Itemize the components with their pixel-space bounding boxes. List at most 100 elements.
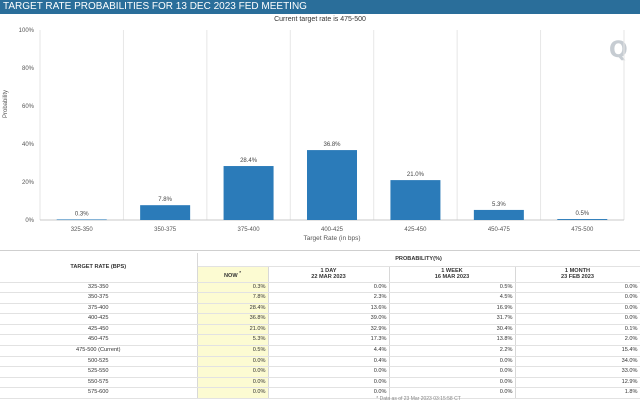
target-rate-cell: 525-550 — [0, 366, 198, 378]
column-date-1-week: 16 MAR 2023 — [434, 274, 470, 280]
data-label: 21.0% — [407, 172, 425, 178]
data-label: 7.8% — [158, 197, 172, 203]
column-label-1-week: 1 WEEK — [441, 268, 463, 274]
1-month-probability-cell: 2.0% — [515, 334, 640, 347]
chart-subtitle: Current target rate is 475-500 — [274, 16, 366, 23]
target-rate-cell: 450-475 — [0, 334, 198, 347]
data-label: 0.5% — [575, 211, 589, 217]
x-axis-label: Target Rate (in bps) — [303, 235, 360, 242]
1-day-probability-cell: 13.6% — [268, 303, 390, 315]
column-label-now: NOW — [223, 272, 238, 279]
1-week-probability-cell: 13.8% — [389, 334, 516, 347]
data-label: 36.8% — [323, 142, 341, 148]
column-header-1-month[interactable]: 1 MONTH 23 FEB 2023 — [515, 266, 640, 283]
column-header-now[interactable]: NOW * — [197, 266, 269, 283]
column-header-1-day[interactable]: 1 DAY 22 MAR 2023 — [268, 266, 390, 283]
column-label-1-day: 1 DAY — [320, 268, 337, 274]
column-header-1-week[interactable]: 1 WEEK 16 MAR 2023 — [389, 266, 516, 283]
table-row: 375-400 28.4% 13.6% 16.9% 0.0% — [0, 303, 640, 315]
1-day-probability-cell: 17.3% — [268, 334, 390, 347]
y-tick-label: 100% — [19, 28, 35, 34]
data-note-marker: * — [239, 269, 242, 275]
bar — [56, 219, 107, 221]
target-rate-cell: 475-500 (Current) — [0, 345, 198, 357]
section-divider — [0, 250, 640, 251]
1-month-probability-cell: 0.0% — [515, 303, 640, 315]
bar — [140, 205, 191, 220]
x-tick-label: 375-400 — [238, 227, 261, 233]
1-month-probability-cell: 0.1% — [515, 324, 640, 336]
1-month-probability-cell: 34.0% — [515, 356, 640, 368]
table-row: 325-350 0.3% 0.0% 0.5% 0.0% — [0, 282, 640, 294]
1-day-probability-cell: 32.9% — [268, 324, 390, 336]
bar — [473, 209, 524, 220]
x-tick-label: 450-475 — [488, 227, 511, 233]
chart-header: TARGET RATE PROBABILITIES FOR 13 DEC 202… — [0, 0, 640, 14]
1-day-probability-cell: 0.0% — [268, 282, 390, 294]
target-rate-cell: 325-350 — [0, 282, 198, 294]
x-tick-label: 325-350 — [71, 227, 94, 233]
now-probability-cell: 36.8% — [197, 313, 269, 325]
1-month-probability-cell: 0.0% — [515, 292, 640, 304]
data-label: 0.3% — [75, 211, 89, 217]
now-probability-cell: 0.3% — [197, 282, 269, 294]
x-tick-label: 425-450 — [404, 227, 427, 233]
target-rate-cell: 400-425 — [0, 313, 198, 325]
now-probability-cell: 21.0% — [197, 324, 269, 336]
1-day-probability-cell: 39.0% — [268, 313, 390, 325]
data-timestamp-note: * Data as of 23 Mar 2023 03:15:58 CT — [376, 396, 461, 402]
bar — [557, 219, 608, 220]
now-probability-cell: 0.5% — [197, 345, 269, 357]
target-rate-cell: 375-400 — [0, 303, 198, 315]
target-rate-cell: 500-525 — [0, 356, 198, 368]
1-week-probability-cell: 16.9% — [389, 303, 516, 315]
1-day-probability-cell: 2.3% — [268, 292, 390, 304]
target-rate-cell: 425-450 — [0, 324, 198, 336]
1-month-probability-cell: 15.4% — [515, 345, 640, 357]
target-rate-cell: 575-600 — [0, 387, 198, 400]
1-week-probability-cell: 0.0% — [389, 377, 516, 389]
table-row: 425-450 21.0% 32.9% 30.4% 0.1% — [0, 324, 640, 336]
table-row: 400-425 36.8% 39.0% 31.7% 0.0% — [0, 313, 640, 325]
probability-table-body: 325-350 0.3% 0.0% 0.5% 0.0% 350-375 7.8% 2.3% 4.… — [0, 282, 640, 400]
1-day-probability-cell: 0.0% — [268, 387, 390, 400]
1-day-probability-cell: 0.4% — [268, 356, 390, 368]
data-label: 28.4% — [240, 158, 258, 164]
x-tick-label: 400-425 — [321, 227, 344, 233]
bar — [223, 166, 274, 220]
1-week-probability-cell: 0.5% — [389, 282, 516, 294]
1-week-probability-cell: 0.0% — [389, 387, 516, 400]
bar-chart: 0% 20% 40% 60% 80% 100% 0.3% 325-350 7.8% 350-375… — [19, 28, 625, 242]
y-tick-label: 40% — [22, 142, 35, 148]
1-day-probability-cell: 4.4% — [268, 345, 390, 357]
table-row: 550-575 0.0% 0.0% 0.0% 12.9% — [0, 377, 640, 389]
1-day-probability-cell: 0.0% — [268, 366, 390, 378]
table-row: 525-550 0.0% 0.0% 0.0% 33.0% — [0, 366, 640, 378]
y-tick-label: 80% — [22, 66, 35, 72]
1-week-probability-cell: 0.0% — [389, 356, 516, 368]
1-day-probability-cell: 0.0% — [268, 377, 390, 389]
now-probability-cell: 7.8% — [197, 292, 269, 304]
1-week-probability-cell: 2.2% — [389, 345, 516, 357]
1-month-probability-cell: 0.0% — [515, 313, 640, 325]
probability-table: TARGET RATE (BPS) PROBABILITY(%) NOW * 1… — [0, 253, 640, 400]
table-row: 450-475 5.3% 17.3% 13.8% 2.0% — [0, 334, 640, 347]
table-row: 500-525 0.0% 0.4% 0.0% 34.0% — [0, 356, 640, 368]
1-month-probability-cell: 0.0% — [515, 282, 640, 294]
y-tick-label: 0% — [25, 218, 34, 224]
x-tick-label: 475-500 — [571, 227, 594, 233]
now-probability-cell: 0.0% — [197, 387, 269, 400]
now-probability-cell: 0.0% — [197, 366, 269, 378]
now-probability-cell: 5.3% — [197, 334, 269, 347]
1-week-probability-cell: 31.7% — [389, 313, 516, 325]
column-date-1-day: 22 MAR 2023 — [311, 274, 346, 280]
now-probability-cell: 0.0% — [197, 356, 269, 368]
target-rate-column-header: TARGET RATE (BPS) — [0, 253, 198, 283]
table-row: 475-500 (Current) 0.5% 4.4% 2.2% 15.4% — [0, 345, 640, 357]
chart-title: TARGET RATE PROBABILITIES FOR 13 DEC 202… — [3, 1, 307, 12]
brand-logo-icon: Q — [609, 38, 628, 63]
1-month-probability-cell: 33.0% — [515, 366, 640, 378]
y-axis-label: Probability — [3, 89, 9, 118]
column-label-1-month: 1 MONTH — [564, 268, 591, 274]
probability-group-header: PROBABILITY(%) — [197, 253, 640, 267]
